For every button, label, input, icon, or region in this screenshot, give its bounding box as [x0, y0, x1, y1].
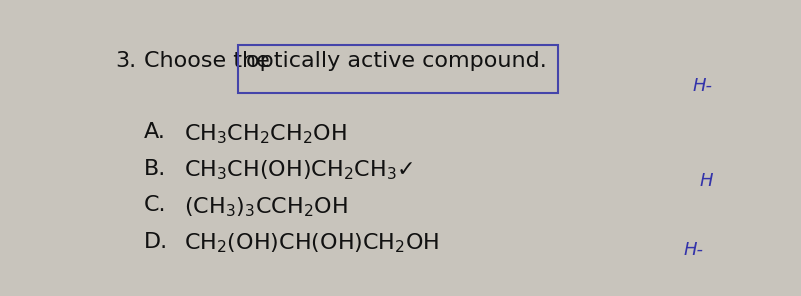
Text: B.: B.	[143, 159, 166, 178]
Text: optically active compound.: optically active compound.	[246, 52, 547, 71]
Text: CH$_2$(OH)CH(OH)CH$_2$OH: CH$_2$(OH)CH(OH)CH$_2$OH	[184, 231, 440, 255]
Text: 3.: 3.	[115, 52, 137, 71]
Text: H: H	[699, 172, 713, 190]
Text: C.: C.	[143, 195, 166, 215]
Text: (CH$_3$)$_3$CCH$_2$OH: (CH$_3$)$_3$CCH$_2$OH	[184, 195, 348, 219]
Text: CH$_3$CH$_2$CH$_2$OH: CH$_3$CH$_2$CH$_2$OH	[184, 122, 347, 146]
Text: D.: D.	[143, 231, 167, 252]
Text: Choose the: Choose the	[143, 52, 276, 71]
Text: A.: A.	[143, 122, 166, 142]
Text: H-: H-	[683, 241, 703, 259]
Text: CH$_3$CH(OH)CH$_2$CH$_3$✓: CH$_3$CH(OH)CH$_2$CH$_3$✓	[184, 159, 413, 182]
Text: H-: H-	[693, 77, 713, 94]
